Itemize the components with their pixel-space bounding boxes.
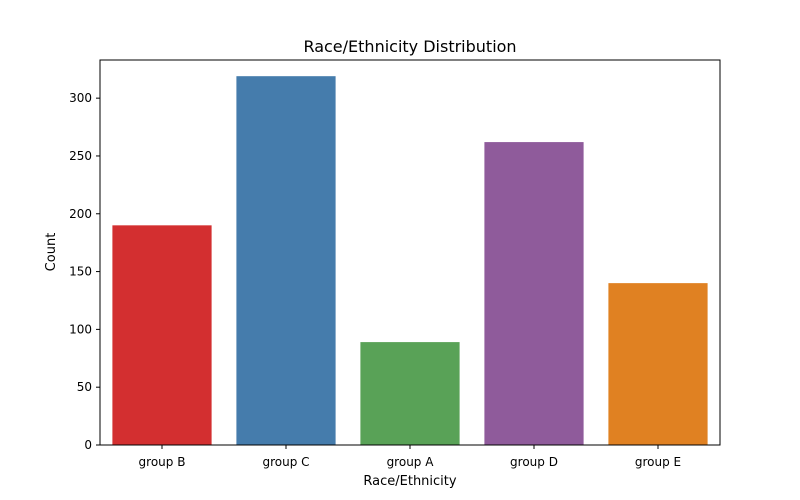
plot-frame — [99, 59, 721, 446]
y-tick-label: 100 — [69, 322, 92, 336]
x-tick-label: group C — [262, 455, 309, 469]
bar-group-d — [484, 142, 584, 445]
y-axis-label: Count — [44, 233, 59, 272]
y-tick-label: 200 — [69, 207, 92, 221]
x-tick-label: group A — [387, 455, 435, 469]
y-tick-label: 50 — [77, 380, 92, 394]
y-axis-ticks: 0 50 100 150 200 250 300 — [69, 91, 100, 452]
bars-group — [112, 76, 708, 445]
y-tick-label: 150 — [69, 265, 92, 279]
x-tick-label: group B — [139, 455, 186, 469]
bar-group-a — [360, 342, 460, 445]
bar-group-e — [608, 283, 708, 445]
x-axis-label: Race/Ethnicity — [363, 474, 456, 489]
bar-group-b — [112, 225, 212, 445]
x-axis-ticks: group B group C group A group D group E — [139, 445, 681, 469]
x-tick-label: group D — [510, 455, 558, 469]
y-tick-label: 300 — [69, 91, 92, 105]
chart-title: Race/Ethnicity Distribution — [303, 37, 516, 56]
y-tick-label: 250 — [69, 149, 92, 163]
y-tick-label: 0 — [84, 438, 92, 452]
x-tick-label: group E — [635, 455, 681, 469]
bar-group-c — [236, 76, 336, 445]
